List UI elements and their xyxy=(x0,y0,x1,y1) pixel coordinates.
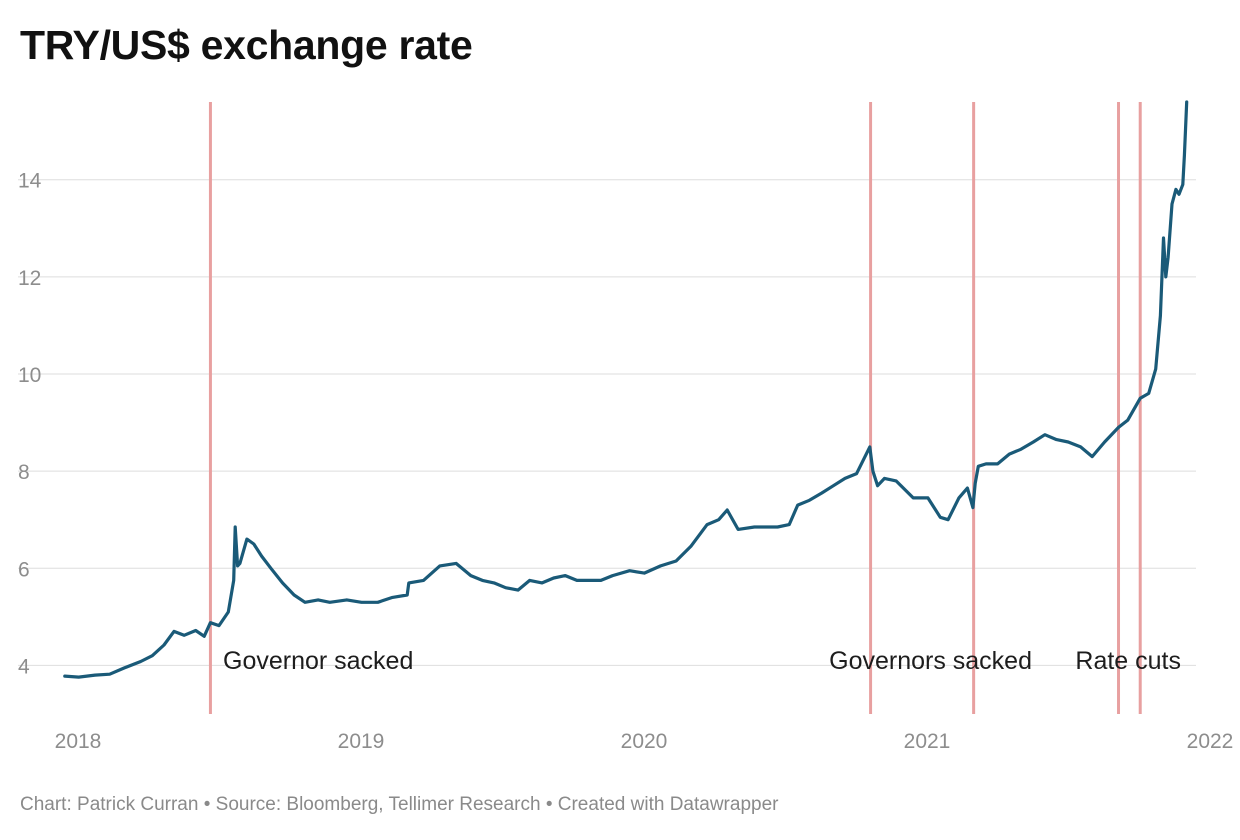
x-tick-label-4: 2022 xyxy=(1187,730,1234,753)
chart-footer-credits: Chart: Patrick Curran • Source: Bloomber… xyxy=(20,794,779,815)
x-tick-label-0: 2018 xyxy=(55,730,102,753)
annotation-label-0: Governor sacked xyxy=(223,647,413,675)
chart-title: TRY/US$ exchange rate xyxy=(20,22,473,68)
annotation-lines xyxy=(208,102,1142,714)
x-axis-tick-labels: 2018 2019 2020 2021 2022 xyxy=(55,730,1234,753)
x-tick-label-2: 2020 xyxy=(621,730,668,753)
y-tick-label-1: 6 xyxy=(18,558,30,581)
gridlines xyxy=(18,179,1196,666)
series-line-0 xyxy=(63,100,1189,679)
x-tick-label-1: 2019 xyxy=(338,730,385,753)
annotation-labels: Governor sacked Governors sacked Rate cuts xyxy=(223,647,1181,675)
y-tick-label-3: 10 xyxy=(18,364,41,387)
annotation-label-3: Rate cuts xyxy=(1075,647,1181,675)
annotation-label-1: Governors sacked xyxy=(829,647,1032,675)
y-axis-tick-labels: 4 6 8 10 12 14 xyxy=(18,170,42,679)
y-tick-label-2: 8 xyxy=(18,461,30,484)
y-tick-label-5: 14 xyxy=(18,170,42,193)
y-tick-label-4: 12 xyxy=(18,267,41,290)
series-layer xyxy=(63,100,1189,679)
y-tick-label-0: 4 xyxy=(18,655,30,678)
x-tick-label-3: 2021 xyxy=(904,730,951,753)
